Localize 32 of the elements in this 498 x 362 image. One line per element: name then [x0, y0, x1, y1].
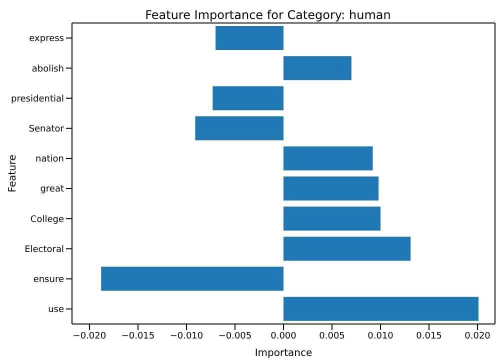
bar [284, 236, 411, 261]
y-tick-label: nation [36, 154, 64, 165]
x-tick-label: −0.020 [72, 331, 106, 342]
y-tick-label: use [48, 305, 64, 316]
bar [284, 206, 381, 231]
x-tick-label: 0.005 [319, 331, 345, 342]
y-tick-label: College [30, 214, 64, 225]
x-tick-label: −0.015 [121, 331, 155, 342]
x-tick-label: 0.010 [368, 331, 394, 342]
x-tick-label: 0.015 [416, 331, 442, 342]
y-tick-label: presidential [11, 94, 64, 104]
bar [284, 56, 352, 80]
bar [284, 146, 373, 170]
x-tick-label: 0.000 [270, 331, 297, 342]
bar [195, 116, 284, 140]
x-tick-label: −0.010 [170, 331, 204, 342]
y-tick-label: great [40, 184, 64, 195]
y-tick-label: Senator [28, 124, 64, 135]
x-axis-title: Importance [254, 348, 312, 359]
bar [284, 176, 379, 201]
x-tick-label: −0.005 [218, 331, 252, 342]
chart-title: Feature Importance for Category: human [144, 8, 392, 22]
bar [212, 86, 284, 110]
x-tick-label: 0.020 [464, 331, 491, 342]
y-axis-title: Feature [8, 154, 19, 192]
y-tick-label: Electoral [24, 244, 64, 255]
y-tick-label: abolish [32, 64, 64, 74]
bar [284, 296, 479, 321]
y-tick-label: express [29, 34, 64, 44]
bar [101, 266, 284, 291]
bar [216, 26, 284, 50]
y-tick-label: ensure [33, 275, 64, 286]
